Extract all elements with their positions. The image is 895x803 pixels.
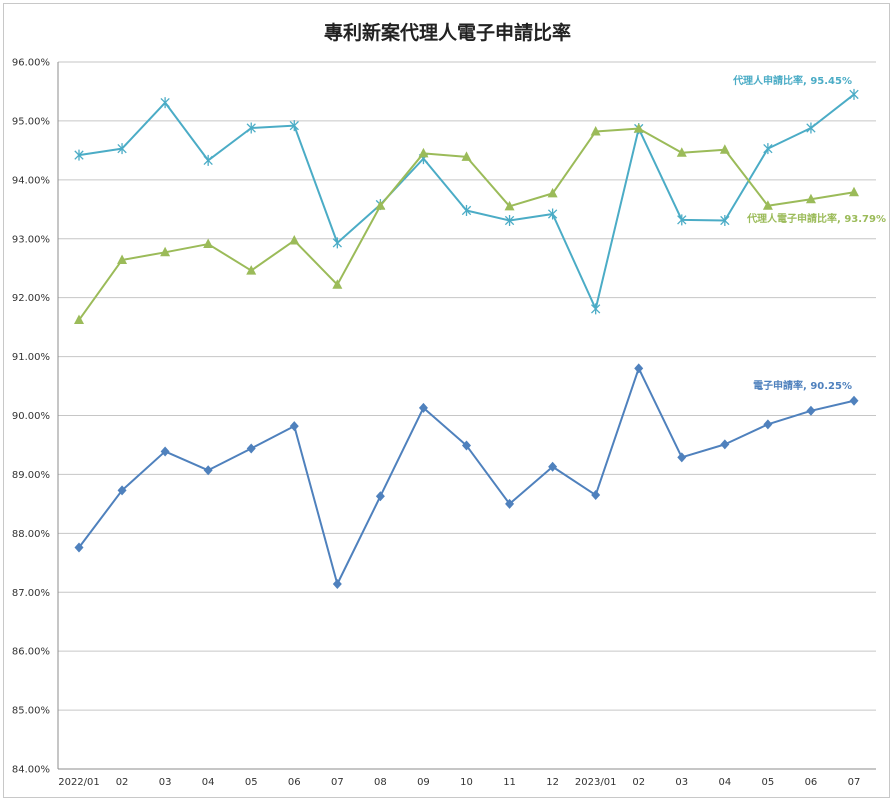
axes: 84.00% 85.00% 86.00% 87.00% 88.00% 89.00% 90.0… <box>12 58 876 789</box>
series-line <box>79 94 854 308</box>
x-tick-label: 06 <box>805 777 818 788</box>
series-1 <box>75 89 858 314</box>
data-point-diamond <box>376 491 385 501</box>
x-tick-label: 02 <box>632 777 645 788</box>
data-point-star <box>591 303 599 314</box>
data-point-diamond <box>333 579 342 589</box>
x-tick-label: 02 <box>116 777 129 788</box>
x-tick-label: 12 <box>546 777 559 788</box>
data-point-diamond <box>290 421 299 431</box>
data-point-diamond <box>806 406 815 416</box>
x-tick-label: 08 <box>374 777 387 788</box>
data-point-triangle <box>289 235 299 245</box>
data-point-triangle <box>418 148 428 158</box>
y-tick-label: 96.00% <box>12 58 50 69</box>
y-tick-label: 89.00% <box>12 470 50 481</box>
y-tick-label: 94.00% <box>12 175 50 186</box>
data-point-star <box>333 237 341 248</box>
data-point-star <box>161 97 169 108</box>
x-tick-label: 07 <box>848 777 861 788</box>
x-tick-label: 09 <box>417 777 430 788</box>
data-label-end: 代理人電子申請比率, 93.79% <box>746 212 886 225</box>
data-point-triangle <box>203 239 213 249</box>
x-tick-label: 10 <box>460 777 473 788</box>
data-point-diamond <box>591 490 600 500</box>
data-point-diamond <box>677 452 686 462</box>
x-tick-label: 06 <box>288 777 301 788</box>
series-line <box>79 368 854 584</box>
y-tick-label: 85.00% <box>12 706 50 717</box>
x-tick-label: 11 <box>503 777 516 788</box>
data-label-end: 電子申請率, 90.25% <box>753 379 852 392</box>
data-point-diamond <box>204 465 213 475</box>
data-point-star <box>850 89 858 100</box>
series-2 <box>74 123 859 324</box>
series-3 <box>75 363 859 589</box>
x-tick-label: 04 <box>718 777 731 788</box>
x-tick-label: 03 <box>675 777 688 788</box>
y-tick-label: 84.00% <box>12 765 50 776</box>
y-tick-label: 90.00% <box>12 411 50 422</box>
data-label-end: 代理人申請比率, 95.45% <box>732 74 852 87</box>
x-tick-label: 2023/01 <box>575 777 617 788</box>
y-tick-label: 93.00% <box>12 234 50 245</box>
data-point-triangle <box>246 265 256 275</box>
series-layer <box>74 89 859 589</box>
y-tick-label: 88.00% <box>12 529 50 540</box>
y-tick-label: 92.00% <box>12 293 50 304</box>
y-tick-label: 95.00% <box>12 116 50 127</box>
data-point-diamond <box>720 439 729 449</box>
x-tick-label: 2022/01 <box>58 777 100 788</box>
x-tick-label: 05 <box>762 777 775 788</box>
x-tick-label: 03 <box>159 777 172 788</box>
x-tick-label: 04 <box>202 777 215 788</box>
labels: 代理人申請比率, 95.45% 代理人電子申請比率, 93.79% 電子申請率, 9… <box>732 74 886 392</box>
data-point-diamond <box>634 363 643 373</box>
x-tick-label: 05 <box>245 777 258 788</box>
gridlines <box>58 62 876 769</box>
x-tick-label: 07 <box>331 777 344 788</box>
data-point-diamond <box>763 419 772 429</box>
y-tick-label: 87.00% <box>12 588 50 599</box>
y-tick-label: 86.00% <box>12 647 50 658</box>
data-point-star <box>764 143 772 154</box>
data-point-diamond <box>247 443 256 453</box>
data-point-star <box>807 122 815 133</box>
data-point-star <box>204 155 212 166</box>
y-tick-label: 91.00% <box>12 352 50 363</box>
data-point-diamond <box>850 396 859 406</box>
data-point-triangle <box>849 187 859 197</box>
